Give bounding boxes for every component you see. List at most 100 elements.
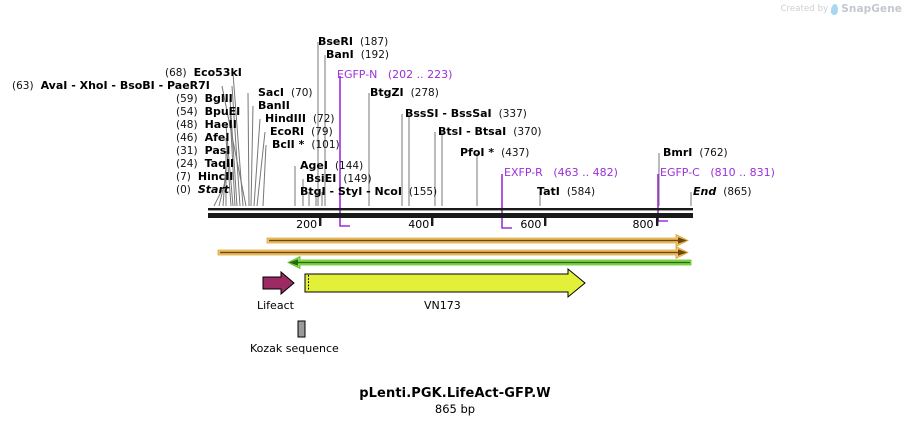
lifeact-caption: Lifeact [257,299,294,312]
enzyme-label-btgzi[interactable]: BtgZI (278) [370,86,439,100]
enzyme-label-afei[interactable]: (46) AfeI [176,131,230,145]
enzyme-label-bmri[interactable]: BmrI (762) [663,146,728,160]
enzyme-position: (762) [699,147,728,159]
enzyme-label-btgi-row[interactable]: BtgI - StyI - NcoI (155) [300,185,438,199]
enzyme-label-bglii[interactable]: (59) BglII [176,92,233,106]
enzyme-name[interactable]: BseRI [318,35,353,48]
enzyme-name-separator: - [325,185,338,198]
enzyme-label-agei[interactable]: AgeI (144) [300,159,364,173]
enzyme-position: (192) [360,49,389,61]
enzyme-position: (31) [176,145,198,157]
enzyme-label-avai-row[interactable]: (63) AvaI - XhoI - BsoBI - PaeR7I [12,79,210,93]
enzyme-name[interactable]: AfeI [204,131,230,144]
enzyme-label-bani[interactable]: BanI (192) [326,48,389,62]
feature-name[interactable]: EXFP-R [504,166,543,179]
enzyme-name[interactable]: BtsaI [474,125,507,138]
snapgene-watermark: Created by SnapGene [780,3,902,15]
enzyme-name[interactable]: Start [197,183,230,196]
lifeact-feature-arrow[interactable] [262,270,295,296]
enzyme-name[interactable]: BssSaI [450,107,492,120]
enzyme-name[interactable]: HincII [197,170,234,183]
enzyme-position: (7) [176,171,191,183]
enzyme-name[interactable]: TaqII [204,157,235,170]
enzyme-label-hincii[interactable]: (7) HincII [176,170,234,184]
enzyme-name[interactable]: BanI [326,48,354,61]
kozak-feature-marker[interactable] [297,320,306,338]
enzyme-name[interactable]: BglII [204,92,233,105]
enzyme-position: (48) [176,119,198,131]
enzyme-label-bcli[interactable]: BclI * (101) [272,138,340,152]
feature-label-egfp-c[interactable]: EGFP-C (810 .. 831) [660,167,775,179]
enzyme-name[interactable]: End [693,185,717,198]
enzyme-label-bsiei[interactable]: BsiEI (149) [306,172,372,186]
enzyme-label-tati[interactable]: TatI (584) [537,185,596,199]
enzyme-name[interactable]: BclI * [272,138,305,151]
vn173-feature-arrow[interactable] [304,267,586,299]
enzyme-label-pfoi[interactable]: PfoI * (437) [460,146,530,160]
enzyme-name[interactable]: PasI [204,144,231,157]
enzyme-position: (370) [513,126,542,138]
enzyme-name[interactable]: HindIII [265,112,306,125]
enzyme-name[interactable]: BanII [258,99,290,112]
enzyme-position: (72) [312,113,335,125]
enzyme-position: (155) [408,186,438,198]
enzyme-label-start[interactable]: (0) Start [176,183,230,197]
enzyme-label-saci[interactable]: SacI (70) [258,86,313,100]
enzyme-name[interactable]: PaeR7I [167,79,210,92]
enzyme-name[interactable]: BtsI [438,125,463,138]
snapgene-brand-label: SnapGene [841,3,902,15]
enzyme-position: (144) [334,160,364,172]
enzyme-label-ecori[interactable]: EcoRI (79) [270,125,333,139]
enzyme-position: (437) [501,147,530,159]
enzyme-label-haeii[interactable]: (48) HaeII [176,118,237,132]
enzyme-label-bpuei[interactable]: (54) BpuEI [176,105,241,119]
enzyme-label-eco53ki[interactable]: (68) Eco53kI [165,66,242,80]
watermark-created-by-label: Created by [780,4,829,14]
enzyme-position: (68) [165,67,187,79]
enzyme-name[interactable]: Eco53kI [193,66,242,79]
enzyme-name[interactable]: BtgI [300,185,326,198]
enzyme-label-bsssi-row[interactable]: BssSI - BssSaI (337) [405,107,527,121]
feature-name[interactable]: EGFP-C [660,166,700,179]
enzyme-label-banii[interactable]: BanII [258,100,290,112]
enzyme-name[interactable]: XhoI [79,79,108,92]
enzyme-name[interactable]: BtgZI [370,86,404,99]
enzyme-label-hindiii[interactable]: HindIII (72) [265,112,335,126]
enzyme-name[interactable]: BsoBI [119,79,155,92]
enzyme-name[interactable]: BssSI [405,107,439,120]
enzyme-label-end[interactable]: End (865) [693,185,752,199]
enzyme-name[interactable]: EcoRI [270,125,305,138]
enzyme-position: (70) [290,87,313,99]
enzyme-leader-lines [213,72,267,207]
enzyme-label-btsi-row[interactable]: BtsI - BtsaI (370) [438,125,542,139]
enzyme-name[interactable]: HaeII [204,118,237,131]
enzyme-position: (865) [723,186,752,198]
enzyme-position: (79) [311,126,333,138]
enzyme-name[interactable]: NcoI [374,185,402,198]
enzyme-name[interactable]: SacI [258,86,284,99]
enzyme-position: (24) [176,158,198,170]
enzyme-name-separator: - [438,107,451,120]
feature-label-egfp-n[interactable]: EGFP-N (202 .. 223) [337,69,452,81]
enzyme-label-pasi[interactable]: (31) PasI [176,144,231,158]
enzyme-name[interactable]: BpuEI [204,105,241,118]
enzyme-name[interactable]: StyI [337,185,363,198]
plasmid-length-label: 865 bp [434,402,476,416]
enzyme-position: (63) [12,80,34,92]
ruler-tick-label-400: 400 [408,218,430,231]
enzyme-name[interactable]: AgeI [300,159,328,172]
feature-name[interactable]: EGFP-N [337,68,378,81]
enzyme-position: (337) [498,108,527,120]
enzyme-name[interactable]: AvaI [40,79,68,92]
enzyme-name[interactable]: BmrI [663,146,693,159]
feature-range: (810 .. 831) [710,166,775,179]
enzyme-label-bseri[interactable]: BseRI (187) [318,35,389,49]
enzyme-position: (584) [566,186,596,198]
enzyme-name[interactable]: BsiEI [306,172,337,185]
enzyme-name[interactable]: TatI [537,185,560,198]
enzyme-position: (187) [359,36,389,48]
enzyme-name[interactable]: PfoI * [460,146,495,159]
enzyme-label-taqii[interactable]: (24) TaqII [176,157,235,171]
feature-label-exfp-r[interactable]: EXFP-R (463 .. 482) [504,167,618,179]
